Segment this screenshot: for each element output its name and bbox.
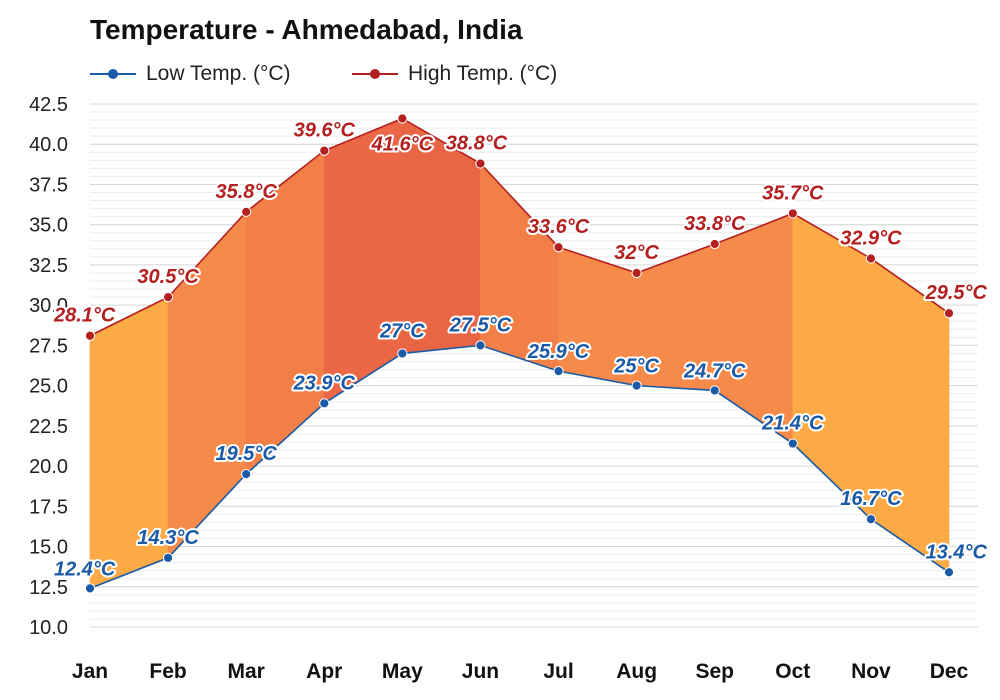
data-labels: 12.4°C 14.3°C 19.5°C 23.9°C 27°C 27.5°C 25.9°C… bbox=[51, 118, 990, 583]
x-axis: Jan Feb Mar Apr May Jun Jul Aug Sep Oct Nov Dec bbox=[72, 660, 969, 683]
data-label-high-jul: 33.6°C bbox=[528, 216, 590, 238]
data-label-high-sep: 33.8°C bbox=[684, 213, 746, 235]
x-tick-label-oct: Oct bbox=[775, 660, 810, 683]
x-tick-label-dec: Dec bbox=[930, 660, 969, 683]
point-high-jan bbox=[84, 330, 96, 341]
range-fill bbox=[89, 117, 950, 589]
y-tick-label: 42.5 bbox=[29, 94, 68, 116]
point-low-jan bbox=[84, 583, 96, 594]
x-tick-label-may: May bbox=[382, 660, 423, 683]
legend-swatch-low bbox=[90, 64, 136, 84]
y-tick-label: 32.5 bbox=[29, 255, 68, 277]
y-tick-label: 35.0 bbox=[29, 215, 68, 237]
data-label-low-feb: 14.3°C bbox=[137, 527, 199, 549]
y-tick-label: 15.0 bbox=[29, 537, 68, 559]
data-label-low-sep: 24.7°C bbox=[683, 360, 746, 382]
x-tick-label-mar: Mar bbox=[228, 660, 265, 683]
legend-swatch-high bbox=[352, 64, 398, 84]
point-high-dec bbox=[943, 308, 955, 319]
y-tick-label: 12.5 bbox=[29, 577, 68, 599]
point-low-aug bbox=[631, 380, 642, 391]
legend-item-high[interactable]: High Temp. (°C) bbox=[352, 60, 557, 88]
point-high-nov bbox=[865, 253, 877, 264]
data-label-low-may: 27°C bbox=[379, 320, 425, 342]
series-line-high bbox=[89, 117, 950, 337]
x-tick-label-feb: Feb bbox=[149, 660, 186, 683]
data-label-high-dec: 29.5°C bbox=[925, 282, 988, 304]
chart-title: Temperature - Ahmedabad, India bbox=[90, 14, 523, 45]
data-label-low-jan: 12.4°C bbox=[54, 558, 116, 580]
point-high-jun bbox=[475, 158, 486, 169]
point-high-mar bbox=[241, 206, 252, 217]
y-tick-label: 17.5 bbox=[29, 496, 68, 518]
point-low-apr bbox=[319, 398, 330, 409]
x-tick-label-apr: Apr bbox=[306, 660, 342, 683]
legend-item-low[interactable]: Low Temp. (°C) bbox=[90, 60, 291, 88]
point-high-may bbox=[397, 113, 408, 124]
y-tick-label: 37.5 bbox=[29, 174, 68, 196]
y-axis: 10.0 12.5 15.0 17.5 20.0 22.5 25.0 27.5 30.0 32.5… bbox=[29, 94, 68, 639]
x-tick-label-nov: Nov bbox=[851, 660, 891, 683]
data-label-high-nov: 32.9°C bbox=[840, 227, 902, 249]
data-label-high-jan: 28.1°C bbox=[53, 305, 116, 327]
point-high-feb bbox=[162, 292, 174, 303]
y-tick-label: 10.0 bbox=[29, 617, 68, 639]
y-tick-label: 25.0 bbox=[29, 376, 68, 398]
data-label-high-apr: 39.6°C bbox=[294, 120, 356, 142]
point-high-oct bbox=[787, 208, 798, 219]
data-label-low-aug: 25°C bbox=[613, 356, 659, 378]
legend-label-high: High Temp. (°C) bbox=[408, 62, 558, 85]
point-high-jul bbox=[553, 242, 564, 253]
data-label-high-may: 41.6°C bbox=[371, 133, 434, 155]
x-tick-label-sep: Sep bbox=[695, 660, 734, 683]
point-low-mar bbox=[241, 469, 252, 480]
range-fill-segment-oct bbox=[792, 212, 872, 520]
data-label-high-oct: 35.7°C bbox=[762, 182, 824, 204]
range-fill-segment-sep bbox=[714, 212, 794, 445]
point-low-sep bbox=[709, 385, 720, 396]
data-label-high-jun: 38.8°C bbox=[446, 133, 508, 155]
data-label-low-oct: 21.4°C bbox=[761, 413, 824, 435]
point-low-dec bbox=[943, 567, 955, 578]
data-label-low-nov: 16.7°C bbox=[840, 488, 902, 510]
point-low-may bbox=[397, 348, 408, 359]
point-low-feb bbox=[162, 552, 174, 563]
point-high-apr bbox=[319, 145, 330, 156]
point-low-oct bbox=[787, 438, 798, 449]
data-label-low-apr: 23.9°C bbox=[293, 372, 356, 394]
x-tick-label-jan: Jan bbox=[72, 660, 108, 683]
point-low-nov bbox=[865, 514, 877, 525]
series-low bbox=[84, 340, 955, 594]
x-tick-label-aug: Aug bbox=[616, 660, 657, 683]
legend-label-low: Low Temp. (°C) bbox=[146, 62, 291, 85]
data-label-high-feb: 30.5°C bbox=[137, 266, 199, 288]
point-low-jun bbox=[475, 340, 486, 351]
y-tick-label: 30.0 bbox=[29, 295, 68, 317]
series-high bbox=[84, 113, 955, 341]
data-label-low-jul: 25.9°C bbox=[527, 341, 590, 363]
data-label-low-mar: 19.5°C bbox=[215, 443, 277, 465]
y-tick-label: 27.5 bbox=[29, 335, 68, 357]
data-label-low-jun: 27.5°C bbox=[449, 314, 512, 336]
y-tick-label: 40.0 bbox=[29, 134, 68, 156]
data-label-high-mar: 35.8°C bbox=[215, 181, 277, 203]
data-label-high-aug: 32°C bbox=[614, 242, 659, 264]
y-tick-label: 20.0 bbox=[29, 456, 68, 478]
point-high-aug bbox=[631, 267, 642, 279]
data-label-low-dec: 13.4°C bbox=[926, 541, 988, 563]
x-tick-label-jul: Jul bbox=[543, 660, 573, 683]
series-line-low bbox=[89, 344, 950, 590]
x-tick-label-jun: Jun bbox=[462, 660, 499, 683]
point-low-jul bbox=[553, 366, 564, 377]
point-high-sep bbox=[709, 238, 720, 250]
y-tick-label: 22.5 bbox=[29, 416, 68, 438]
range-fill-segment-jun bbox=[480, 162, 559, 372]
